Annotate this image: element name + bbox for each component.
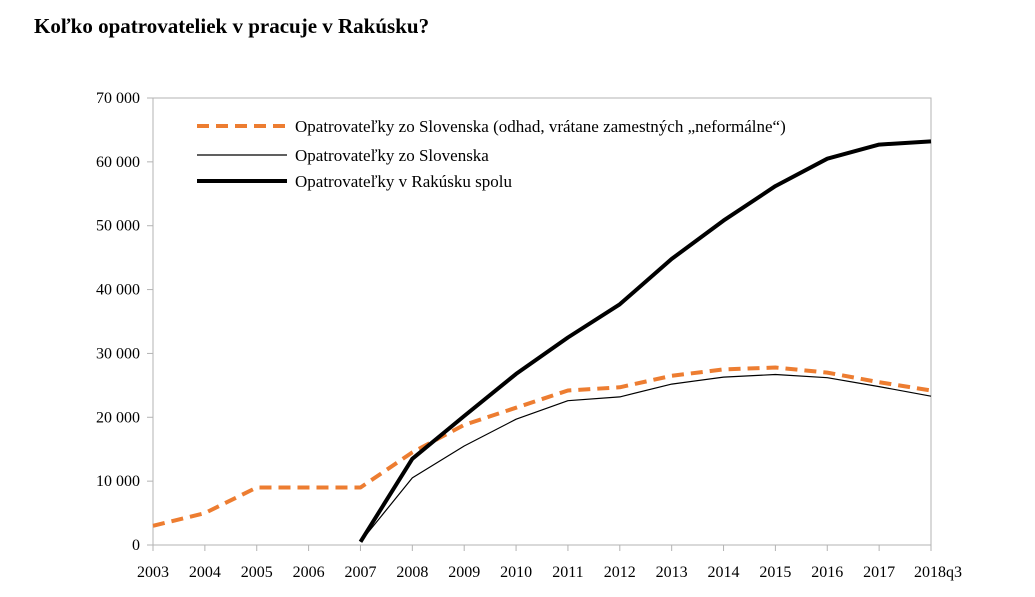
- y-tick-label: 50 000: [96, 218, 140, 235]
- series-line-3: [358, 139, 932, 543]
- y-tick-label: 10 000: [96, 473, 140, 490]
- y-tick-label: 20 000: [96, 409, 140, 426]
- x-tick-label: 2007: [344, 564, 376, 581]
- x-tick-label: 2012: [604, 564, 636, 581]
- y-tick-label: 0: [132, 537, 140, 554]
- x-tick-label: 2006: [293, 564, 325, 581]
- x-tick-label: 2010: [500, 564, 532, 581]
- x-tick-label: 2015: [759, 564, 791, 581]
- x-tick-label: 2003: [137, 564, 169, 581]
- y-tick-label: 70 000: [96, 90, 140, 107]
- x-tick-label: 2014: [708, 564, 740, 581]
- legend-label-1: Opatrovateľky zo Slovenska (odhad, vráta…: [295, 117, 786, 136]
- y-tick-label: 60 000: [96, 154, 140, 171]
- x-tick-label: 2005: [241, 564, 273, 581]
- chart-title: Koľko opatrovateliek v pracuje v Rakúsku…: [34, 14, 430, 38]
- y-tick-label: 30 000: [96, 345, 140, 362]
- series-lines: [152, 139, 932, 543]
- x-tick-label: 2004: [189, 564, 221, 581]
- x-tick-label: 2009: [448, 564, 480, 581]
- series-line-2: [360, 373, 932, 543]
- x-tick-label: 2018q3: [914, 564, 962, 581]
- x-tick-label: 2016: [811, 564, 843, 581]
- legend-label-2: Opatrovateľky zo Slovenska: [295, 146, 489, 165]
- series-line-1: [152, 365, 932, 528]
- axes: [147, 97, 932, 551]
- x-tick-label: 2008: [396, 564, 428, 581]
- tick-labels: 0 10 000 20 000 30 000 40 000 50 000 60 000 70 …: [96, 90, 962, 581]
- y-tick-label: 40 000: [96, 282, 140, 299]
- x-tick-label: 2017: [863, 564, 895, 581]
- legend: Opatrovateľky zo Slovenska (odhad, vráta…: [197, 117, 786, 191]
- legend-label-3: Opatrovateľky v Rakúsku spolu: [295, 172, 513, 191]
- x-tick-label: 2011: [552, 564, 583, 581]
- x-tick-label: 2013: [656, 564, 688, 581]
